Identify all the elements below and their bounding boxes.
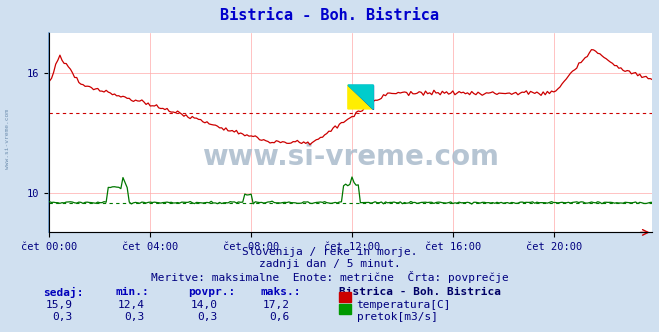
Text: 15,9: 15,9 (45, 300, 72, 310)
Text: 0,3: 0,3 (197, 312, 217, 322)
Text: pretok[m3/s]: pretok[m3/s] (357, 312, 438, 322)
Text: Bistrica - Boh. Bistrica: Bistrica - Boh. Bistrica (220, 8, 439, 23)
Text: zadnji dan / 5 minut.: zadnji dan / 5 minut. (258, 259, 401, 269)
Text: 0,3: 0,3 (125, 312, 145, 322)
Polygon shape (348, 85, 373, 109)
Text: sedaj:: sedaj: (43, 287, 83, 298)
Text: 12,4: 12,4 (118, 300, 145, 310)
Polygon shape (348, 85, 373, 109)
Text: Bistrica - Boh. Bistrica: Bistrica - Boh. Bistrica (339, 287, 501, 297)
Text: 17,2: 17,2 (263, 300, 290, 310)
Text: povpr.:: povpr.: (188, 287, 235, 297)
Text: temperatura[C]: temperatura[C] (357, 300, 451, 310)
Text: 0,3: 0,3 (52, 312, 72, 322)
Text: www.si-vreme.com: www.si-vreme.com (202, 143, 500, 171)
Text: Meritve: maksimalne  Enote: metrične  Črta: povprečje: Meritve: maksimalne Enote: metrične Črta… (151, 271, 508, 283)
Text: min.:: min.: (115, 287, 149, 297)
Text: 0,6: 0,6 (270, 312, 290, 322)
Text: www.si-vreme.com: www.si-vreme.com (5, 110, 11, 169)
Text: maks.:: maks.: (260, 287, 301, 297)
Text: 14,0: 14,0 (190, 300, 217, 310)
Polygon shape (348, 85, 373, 109)
Text: Slovenija / reke in morje.: Slovenija / reke in morje. (242, 247, 417, 257)
